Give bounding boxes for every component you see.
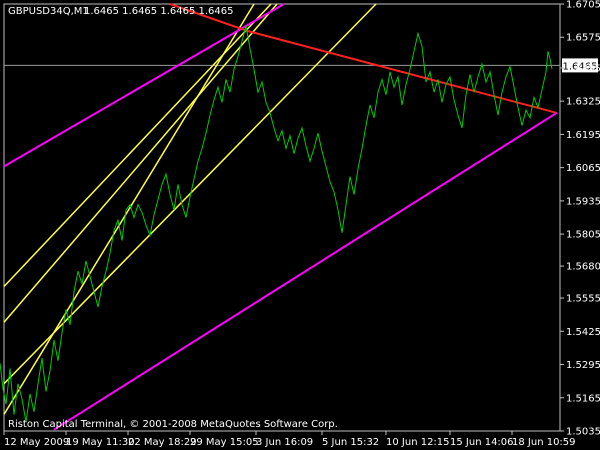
price-tick-label: 1.6705 xyxy=(566,0,600,11)
time-tick-label: 19 May 11:30 xyxy=(66,437,135,448)
price-tick-label: 1.6575 xyxy=(566,33,600,44)
magenta-trend-line-2 xyxy=(53,111,558,431)
time-tick-label: 15 Jun 14:06 xyxy=(450,437,514,448)
price-tick-label: 1.5035 xyxy=(566,427,600,438)
time-tick-label: 5 Jun 15:32 xyxy=(322,437,379,448)
current-price-label: 1.6465 xyxy=(563,61,598,72)
price-tick-label: 1.5165 xyxy=(566,393,600,404)
yellow-channel-line-2 xyxy=(3,3,278,323)
current-price-badge: 1.6465 xyxy=(562,58,598,73)
time-tick-label: 12 May 2009 xyxy=(4,437,69,448)
price-tick-label: 1.5555 xyxy=(566,294,600,305)
price-line xyxy=(0,25,553,423)
copyright-label: Riston Capital Terminal, © 2001-2008 Met… xyxy=(8,419,338,430)
yellow-channel-line-4 xyxy=(3,3,255,415)
price-tick-label: 1.6065 xyxy=(566,163,600,174)
price-tick-label: 1.6455 xyxy=(566,63,600,74)
price-tick-label: 1.5295 xyxy=(566,360,600,371)
price-tick-label: 1.5805 xyxy=(566,230,600,241)
time-tick-label: 3 Jun 16:09 xyxy=(256,437,313,448)
price-axis-ticks: 1.6705 1.6575 1.6455 1.6325 1.6195 1.6065 1.59… xyxy=(560,0,600,438)
yellow-channel-line-1 xyxy=(3,3,272,288)
price-tick-label: 1.5680 xyxy=(566,262,600,273)
price-tick-label: 1.6195 xyxy=(566,130,600,141)
time-tick-label: 29 May 15:05 xyxy=(190,437,259,448)
ohlc-values: 1.6465 1.6465 1.6465 1.6465 xyxy=(84,6,234,17)
price-tick-label: 1.5935 xyxy=(566,196,600,207)
time-tick-label: 22 May 18:29 xyxy=(128,437,197,448)
price-tick-label: 1.5425 xyxy=(566,327,600,338)
symbol-timeframe-label: GBPUSD34Q,M1 xyxy=(8,6,89,17)
price-tick-label: 1.6325 xyxy=(566,97,600,108)
chart-header: GBPUSD34Q,M1 1.6465 1.6465 1.6465 1.6465 xyxy=(8,6,234,17)
time-tick-label: 18 Jun 10:59 xyxy=(512,437,576,448)
time-tick-label: 10 Jun 12:15 xyxy=(386,437,450,448)
magenta-trend-line-1 xyxy=(3,3,285,168)
yellow-channel-line-3 xyxy=(3,3,377,385)
